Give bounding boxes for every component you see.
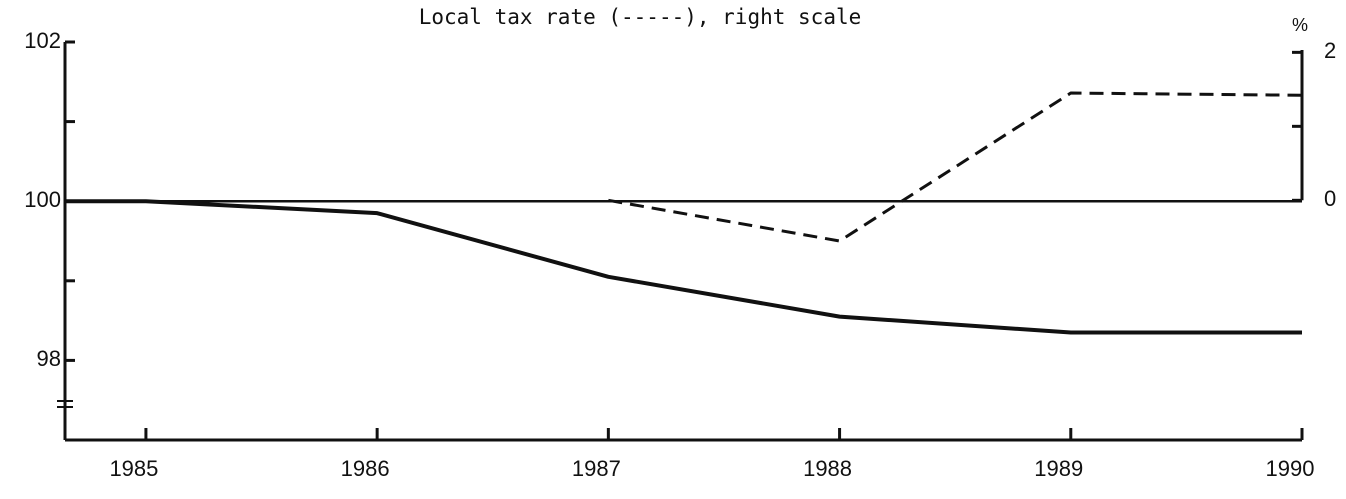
x-tick-label: 1987 — [572, 456, 621, 481]
y2-unit: % — [1292, 15, 1308, 35]
data-line — [608, 91, 1303, 243]
x-tick-label: 1985 — [109, 456, 158, 481]
y2-tick-label: 2 — [1324, 38, 1336, 63]
x-tick-label: 1986 — [341, 456, 390, 481]
x-tick-label: 1990 — [1266, 456, 1315, 481]
y-tick-label: 98 — [37, 346, 61, 371]
y-tick-label: 100 — [24, 187, 61, 212]
x-tick-label: 1988 — [803, 456, 852, 481]
y-tick-label: 102 — [24, 28, 61, 53]
data-line — [65, 199, 1302, 335]
x-tick-label: 1989 — [1034, 456, 1083, 481]
chart-title: Local tax rate (-----), right scale — [419, 5, 862, 29]
y2-tick-label: 0 — [1324, 186, 1336, 211]
